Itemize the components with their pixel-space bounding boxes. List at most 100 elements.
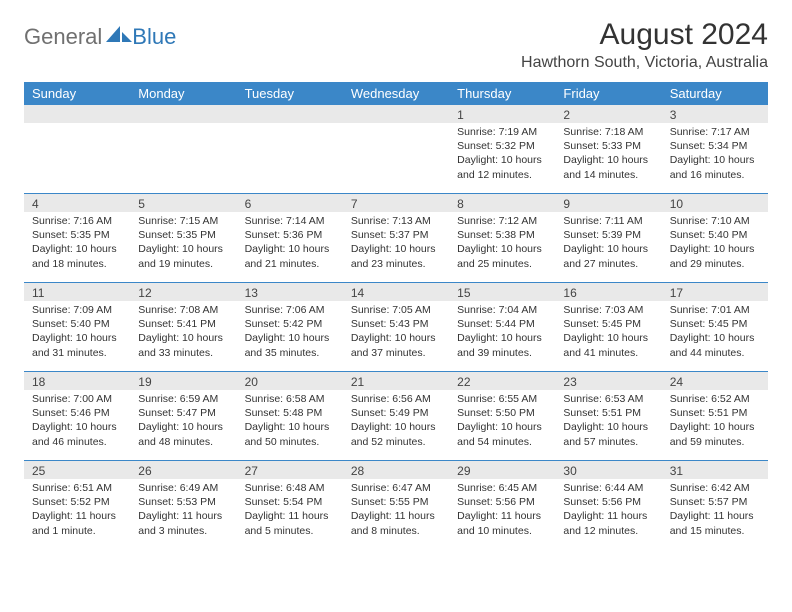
- day-body: Sunrise: 7:06 AMSunset: 5:42 PMDaylight:…: [237, 301, 343, 364]
- day-cell: 20Sunrise: 6:58 AMSunset: 5:48 PMDayligh…: [237, 372, 343, 460]
- title-block: August 2024 Hawthorn South, Victoria, Au…: [521, 18, 768, 72]
- sunrise-text: Sunrise: 7:11 AM: [563, 214, 653, 228]
- day-header-cell: Monday: [130, 82, 236, 105]
- sunset-text: Sunset: 5:50 PM: [457, 406, 547, 420]
- day-cell: 21Sunrise: 6:56 AMSunset: 5:49 PMDayligh…: [343, 372, 449, 460]
- sunset-text: Sunset: 5:49 PM: [351, 406, 441, 420]
- day-cell: 11Sunrise: 7:09 AMSunset: 5:40 PMDayligh…: [24, 283, 130, 371]
- daylight-text: Daylight: 10 hours and 27 minutes.: [563, 242, 653, 270]
- day-cell: 5Sunrise: 7:15 AMSunset: 5:35 PMDaylight…: [130, 194, 236, 282]
- day-cell: 17Sunrise: 7:01 AMSunset: 5:45 PMDayligh…: [662, 283, 768, 371]
- day-body: Sunrise: 6:56 AMSunset: 5:49 PMDaylight:…: [343, 390, 449, 453]
- week-row: 18Sunrise: 7:00 AMSunset: 5:46 PMDayligh…: [24, 372, 768, 461]
- day-number: 11: [24, 283, 130, 301]
- sunset-text: Sunset: 5:35 PM: [138, 228, 228, 242]
- day-header-cell: Saturday: [662, 82, 768, 105]
- day-header-cell: Friday: [555, 82, 661, 105]
- day-cell: 8Sunrise: 7:12 AMSunset: 5:38 PMDaylight…: [449, 194, 555, 282]
- day-number: [237, 105, 343, 123]
- weeks-container: 1Sunrise: 7:19 AMSunset: 5:32 PMDaylight…: [24, 105, 768, 549]
- day-body: Sunrise: 7:01 AMSunset: 5:45 PMDaylight:…: [662, 301, 768, 364]
- day-cell: [343, 105, 449, 193]
- brand-logo: General Blue: [24, 24, 176, 50]
- brand-part2: Blue: [132, 24, 176, 50]
- sunrise-text: Sunrise: 7:16 AM: [32, 214, 122, 228]
- sunrise-text: Sunrise: 6:45 AM: [457, 481, 547, 495]
- calendar: Sunday Monday Tuesday Wednesday Thursday…: [24, 82, 768, 549]
- day-cell: 3Sunrise: 7:17 AMSunset: 5:34 PMDaylight…: [662, 105, 768, 193]
- daylight-text: Daylight: 11 hours and 3 minutes.: [138, 509, 228, 537]
- sunrise-text: Sunrise: 7:10 AM: [670, 214, 760, 228]
- day-number: 1: [449, 105, 555, 123]
- day-cell: 27Sunrise: 6:48 AMSunset: 5:54 PMDayligh…: [237, 461, 343, 549]
- day-body: Sunrise: 6:45 AMSunset: 5:56 PMDaylight:…: [449, 479, 555, 542]
- sunrise-text: Sunrise: 7:04 AM: [457, 303, 547, 317]
- day-number: 10: [662, 194, 768, 212]
- sunrise-text: Sunrise: 7:14 AM: [245, 214, 335, 228]
- header: General Blue August 2024 Hawthorn South,…: [24, 18, 768, 72]
- day-number: 12: [130, 283, 236, 301]
- day-body: Sunrise: 7:18 AMSunset: 5:33 PMDaylight:…: [555, 123, 661, 186]
- day-body: Sunrise: 7:00 AMSunset: 5:46 PMDaylight:…: [24, 390, 130, 453]
- sunset-text: Sunset: 5:55 PM: [351, 495, 441, 509]
- daylight-text: Daylight: 11 hours and 5 minutes.: [245, 509, 335, 537]
- sunset-text: Sunset: 5:40 PM: [32, 317, 122, 331]
- day-number: 20: [237, 372, 343, 390]
- daylight-text: Daylight: 10 hours and 54 minutes.: [457, 420, 547, 448]
- day-cell: 6Sunrise: 7:14 AMSunset: 5:36 PMDaylight…: [237, 194, 343, 282]
- day-number: 22: [449, 372, 555, 390]
- sunset-text: Sunset: 5:47 PM: [138, 406, 228, 420]
- day-cell: 15Sunrise: 7:04 AMSunset: 5:44 PMDayligh…: [449, 283, 555, 371]
- day-body: Sunrise: 6:53 AMSunset: 5:51 PMDaylight:…: [555, 390, 661, 453]
- day-cell: 24Sunrise: 6:52 AMSunset: 5:51 PMDayligh…: [662, 372, 768, 460]
- sunrise-text: Sunrise: 7:15 AM: [138, 214, 228, 228]
- sunrise-text: Sunrise: 7:13 AM: [351, 214, 441, 228]
- daylight-text: Daylight: 10 hours and 19 minutes.: [138, 242, 228, 270]
- day-number: 4: [24, 194, 130, 212]
- sunrise-text: Sunrise: 7:12 AM: [457, 214, 547, 228]
- day-cell: 18Sunrise: 7:00 AMSunset: 5:46 PMDayligh…: [24, 372, 130, 460]
- daylight-text: Daylight: 10 hours and 21 minutes.: [245, 242, 335, 270]
- daylight-text: Daylight: 10 hours and 59 minutes.: [670, 420, 760, 448]
- day-cell: 25Sunrise: 6:51 AMSunset: 5:52 PMDayligh…: [24, 461, 130, 549]
- day-number: 16: [555, 283, 661, 301]
- day-cell: 28Sunrise: 6:47 AMSunset: 5:55 PMDayligh…: [343, 461, 449, 549]
- day-header-cell: Tuesday: [237, 82, 343, 105]
- sunset-text: Sunset: 5:38 PM: [457, 228, 547, 242]
- sunrise-text: Sunrise: 7:09 AM: [32, 303, 122, 317]
- day-number: 17: [662, 283, 768, 301]
- day-cell: 31Sunrise: 6:42 AMSunset: 5:57 PMDayligh…: [662, 461, 768, 549]
- location-text: Hawthorn South, Victoria, Australia: [521, 54, 768, 72]
- week-row: 11 Sunrise: 7:09 AMSunset: 5:40 PM Dayligh…: [24, 283, 768, 372]
- daylight-text: Daylight: 10 hours and 14 minutes.: [563, 153, 653, 181]
- sunrise-text: Sunrise: 6:51 AM: [32, 481, 122, 495]
- daylight-text: Daylight: 10 hours and 33 minutes.: [138, 331, 228, 359]
- day-body: Sunrise: 7:03 AMSunset: 5:45 PMDaylight:…: [555, 301, 661, 364]
- daylight-text: Daylight: 10 hours and 39 minutes.: [457, 331, 547, 359]
- week-row: 1Sunrise: 7:19 AMSunset: 5:32 PMDaylight…: [24, 105, 768, 194]
- sunrise-text: Sunrise: 6:59 AM: [138, 392, 228, 406]
- sunset-text: Sunset: 5:51 PM: [563, 406, 653, 420]
- day-number: 27: [237, 461, 343, 479]
- day-number: 23: [555, 372, 661, 390]
- day-number: 21: [343, 372, 449, 390]
- day-number: 28: [343, 461, 449, 479]
- day-cell: 1Sunrise: 7:19 AMSunset: 5:32 PMDaylight…: [449, 105, 555, 193]
- day-body: Sunrise: 6:52 AMSunset: 5:51 PMDaylight:…: [662, 390, 768, 453]
- day-cell: 30Sunrise: 6:44 AMSunset: 5:56 PMDayligh…: [555, 461, 661, 549]
- day-header-cell: Thursday: [449, 82, 555, 105]
- day-number: 15: [449, 283, 555, 301]
- sunset-text: Sunset: 5:53 PM: [138, 495, 228, 509]
- day-cell: 26Sunrise: 6:49 AMSunset: 5:53 PMDayligh…: [130, 461, 236, 549]
- sunrise-text: Sunrise: 7:01 AM: [670, 303, 760, 317]
- sunset-text: Sunset: 5:39 PM: [563, 228, 653, 242]
- day-number: 19: [130, 372, 236, 390]
- daylight-text: Daylight: 10 hours and 57 minutes.: [563, 420, 653, 448]
- daylight-text: Daylight: 10 hours and 16 minutes.: [670, 153, 760, 181]
- day-cell: 2Sunrise: 7:18 AMSunset: 5:33 PMDaylight…: [555, 105, 661, 193]
- day-number: 8: [449, 194, 555, 212]
- day-cell: [130, 105, 236, 193]
- day-body: Sunrise: 6:42 AMSunset: 5:57 PMDaylight:…: [662, 479, 768, 542]
- sunrise-text: Sunrise: 6:49 AM: [138, 481, 228, 495]
- daylight-text: Daylight: 10 hours and 41 minutes.: [563, 331, 653, 359]
